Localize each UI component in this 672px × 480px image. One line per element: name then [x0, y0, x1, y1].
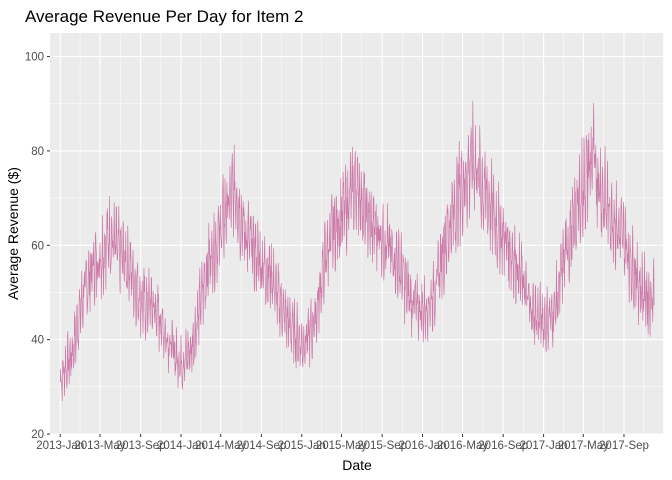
- plot-background: [50, 33, 664, 434]
- x-axis-title: Date: [342, 457, 372, 473]
- x-tick-label: 2013-May: [74, 440, 125, 452]
- y-axis-title: Average Revenue ($): [5, 167, 21, 300]
- grid-major: [50, 33, 665, 435]
- y-tick-label: 20: [31, 429, 44, 441]
- grid-minor: [50, 33, 664, 434]
- y-tick-label: 100: [25, 52, 44, 64]
- x-tick-label: 2015-Jan: [278, 440, 326, 452]
- chart-title: Average Revenue Per Day for Item 2: [25, 7, 303, 26]
- x-tick-label: 2013-Sep: [116, 440, 166, 452]
- x-axis: 2013-Jan2013-May2013-Sep2014-Jan2014-May…: [36, 434, 649, 452]
- x-tick-label: 2014-Sep: [236, 440, 286, 452]
- x-tick-label: 2014-Jan: [157, 440, 205, 452]
- x-tick-label: 2017-Sep: [599, 440, 649, 452]
- y-tick-label: 80: [31, 146, 44, 158]
- x-tick-label: 2017-Jan: [520, 440, 568, 452]
- x-tick-label: 2013-Jan: [36, 440, 84, 452]
- x-tick-label: 2017-May: [558, 440, 609, 452]
- x-tick-label: 2016-Jan: [399, 440, 447, 452]
- x-tick-label: 2015-May: [316, 440, 367, 452]
- x-tick-label: 2016-May: [437, 440, 488, 452]
- x-tick-label: 2016-Sep: [478, 440, 528, 452]
- y-tick-label: 40: [31, 335, 44, 347]
- x-tick-label: 2015-Sep: [357, 440, 407, 452]
- series-layer: [59, 100, 655, 402]
- x-tick-label: 2014-May: [195, 440, 246, 452]
- y-tick-label: 60: [31, 240, 44, 252]
- series-line: [59, 100, 655, 402]
- y-axis: 20 40 60 80 100: [25, 52, 50, 441]
